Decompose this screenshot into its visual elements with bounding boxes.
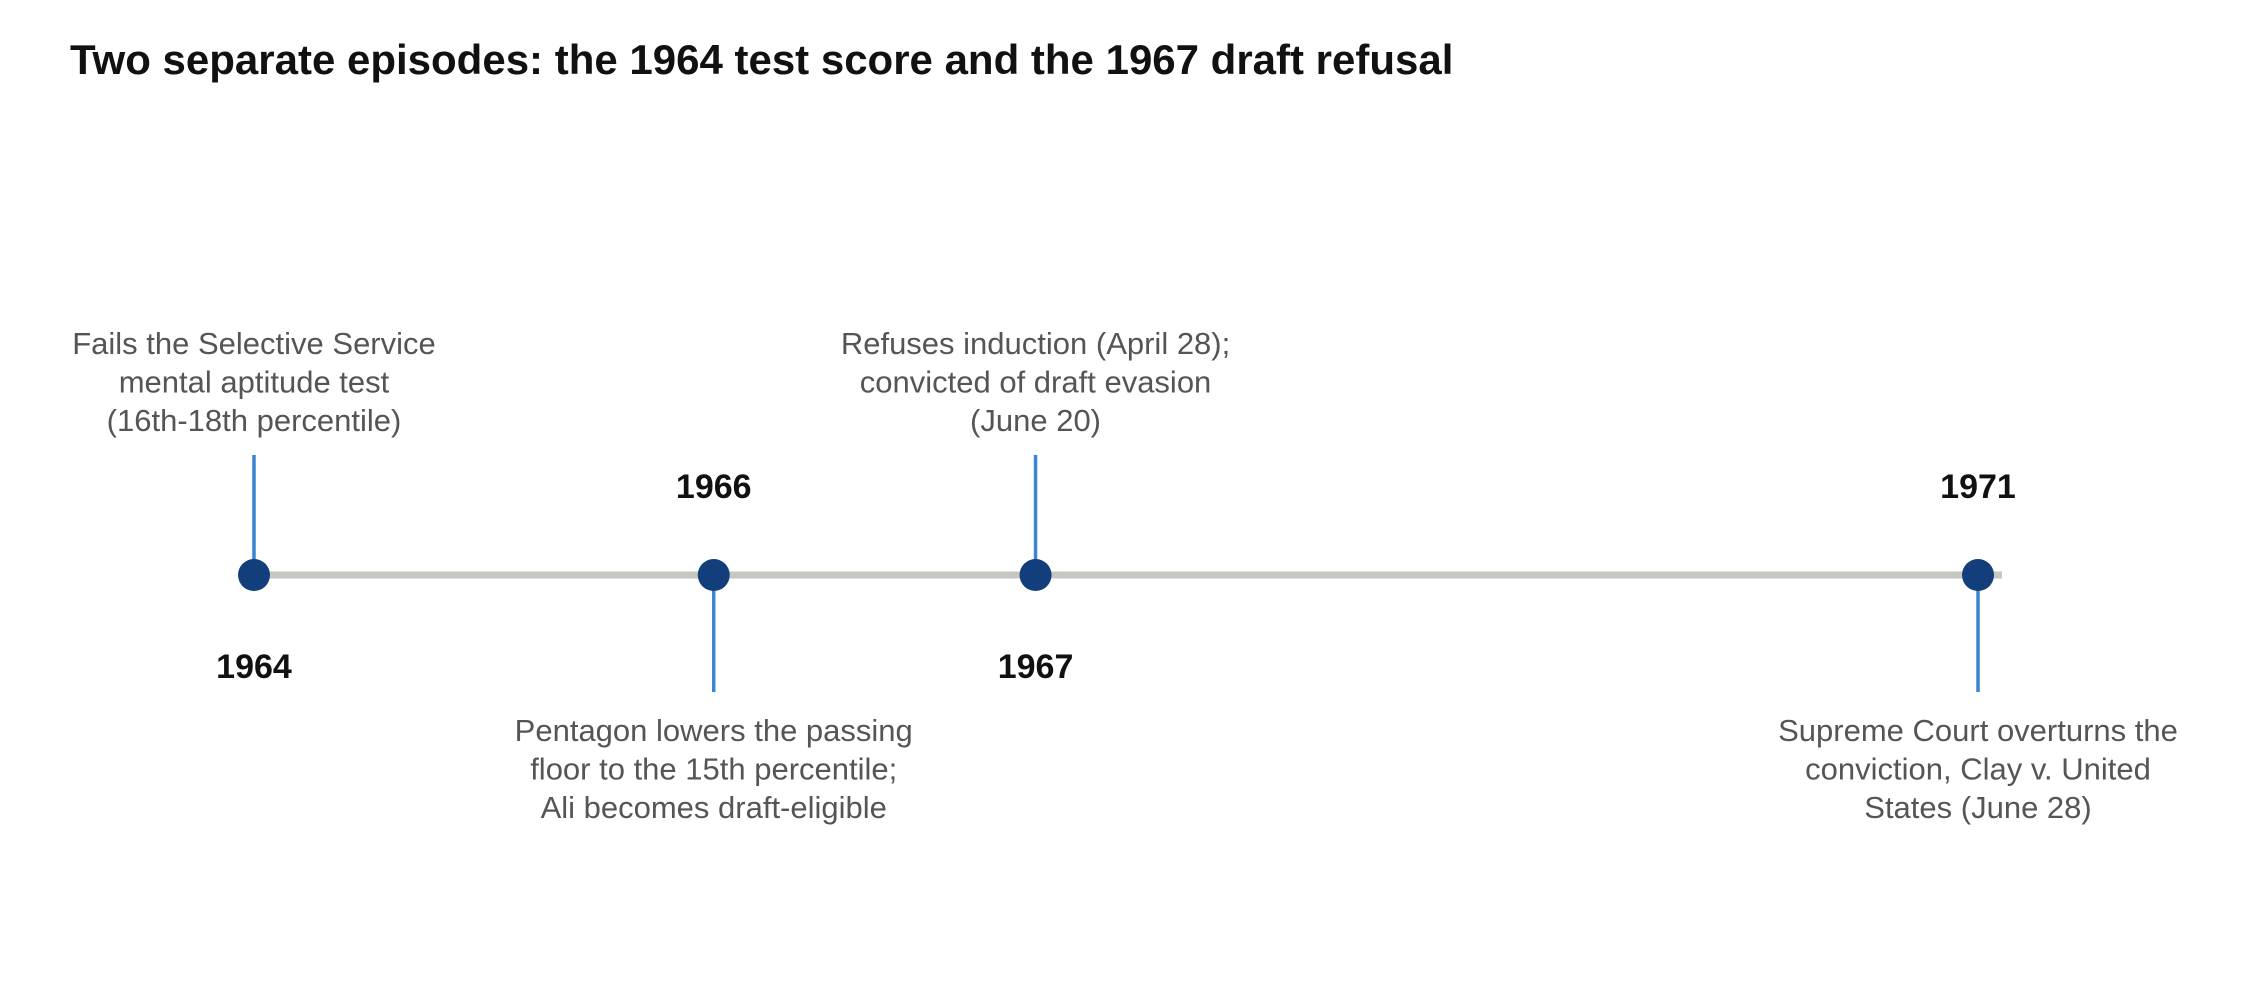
event-description-line: conviction, Clay v. United (1805, 752, 2151, 787)
event-description-line: floor to the 15th percentile; (530, 752, 897, 787)
event-description-line: Refuses induction (April 28); (841, 326, 1230, 361)
event-description-line: mental aptitude test (119, 365, 390, 400)
event-description-line: (16th-18th percentile) (107, 403, 402, 438)
event-marker (238, 559, 270, 591)
event-year-label: 1967 (998, 648, 1074, 686)
event-marker (697, 559, 730, 591)
event-year-label: 1966 (676, 468, 752, 506)
event-description-line: convicted of draft evasion (860, 365, 1212, 400)
event-description-line: (June 20) (970, 403, 1101, 438)
timeline-events: 1964 Fails the Selective Service mental ap… (72, 326, 2178, 825)
event-marker (1962, 559, 1994, 591)
timeline-event: 1964 Fails the Selective Service mental ap… (72, 326, 436, 686)
event-description-line: Fails the Selective Service (72, 326, 436, 361)
timeline-event: 1971 Supreme Court overturns the convictio… (1778, 468, 2178, 825)
event-year-label: 1964 (216, 648, 292, 686)
timeline-event: 1966 Pentagon lowers the passing floor to … (515, 468, 913, 825)
event-marker (1019, 559, 1052, 591)
timeline-event: 1967 Refuses induction (April 28); convict… (841, 326, 1230, 686)
page-title: Two separate episodes: the 1964 test sco… (70, 36, 1454, 83)
event-year-label: 1971 (1940, 468, 2016, 506)
event-description-line: States (June 28) (1864, 790, 2091, 825)
event-description-line: Ali becomes draft-eligible (541, 790, 887, 825)
event-description-line: Supreme Court overturns the (1778, 713, 2178, 748)
event-description-line: Pentagon lowers the passing (515, 713, 913, 748)
